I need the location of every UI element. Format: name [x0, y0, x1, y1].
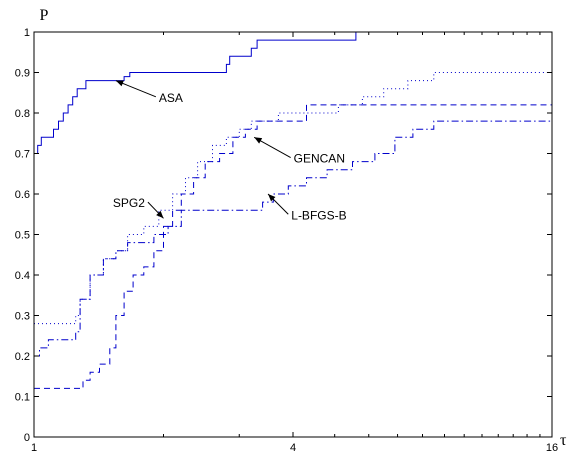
x-tick-label: 4 [290, 442, 296, 454]
y-tick-label: 0.6 [15, 189, 30, 201]
annotation-arrowhead [156, 210, 164, 219]
y-tick-label: 1 [24, 27, 30, 39]
y-axis-label: P [40, 7, 49, 24]
y-tick-label: 0.7 [15, 149, 30, 161]
y-tick-label: 0.4 [15, 270, 30, 282]
annotation-label-l-bfgs-b: L-BFGS-B [291, 208, 346, 222]
ticks-group: 0 0.1 0.2 0.3 0.4 0.5 0.6 0.7 0.8 0.9 1 1 4 16 [15, 27, 558, 454]
annotation-arrowhead [115, 80, 124, 87]
y-tick-label: 0.5 [15, 230, 30, 242]
y-tick-label: 0.3 [15, 311, 30, 323]
series-line-gencan [34, 104, 552, 389]
x-axis-label: τ [560, 432, 567, 449]
x-tick-label: 16 [546, 442, 558, 454]
y-tick-label: 0 [24, 432, 30, 444]
y-tick-label: 0.2 [15, 351, 30, 363]
series-group [34, 31, 553, 389]
annotation-arrowhead [254, 137, 263, 144]
y-tick-label: 0.1 [15, 392, 30, 404]
x-tick-label: 1 [31, 442, 37, 454]
annotations-group: ASA GENCAN SPG2 L-BFGS-B [113, 80, 347, 222]
series-line-l-bfgs-b [34, 113, 553, 357]
series-line-asa [34, 31, 552, 154]
annotation-arrowhead [268, 194, 276, 202]
annotation-label-spg2: SPG2 [113, 196, 145, 210]
annotation-label-asa: ASA [159, 91, 183, 105]
y-tick-label: 0.9 [15, 68, 30, 80]
y-tick-label: 0.8 [15, 108, 30, 120]
annotation-label-gencan: GENCAN [294, 152, 345, 166]
